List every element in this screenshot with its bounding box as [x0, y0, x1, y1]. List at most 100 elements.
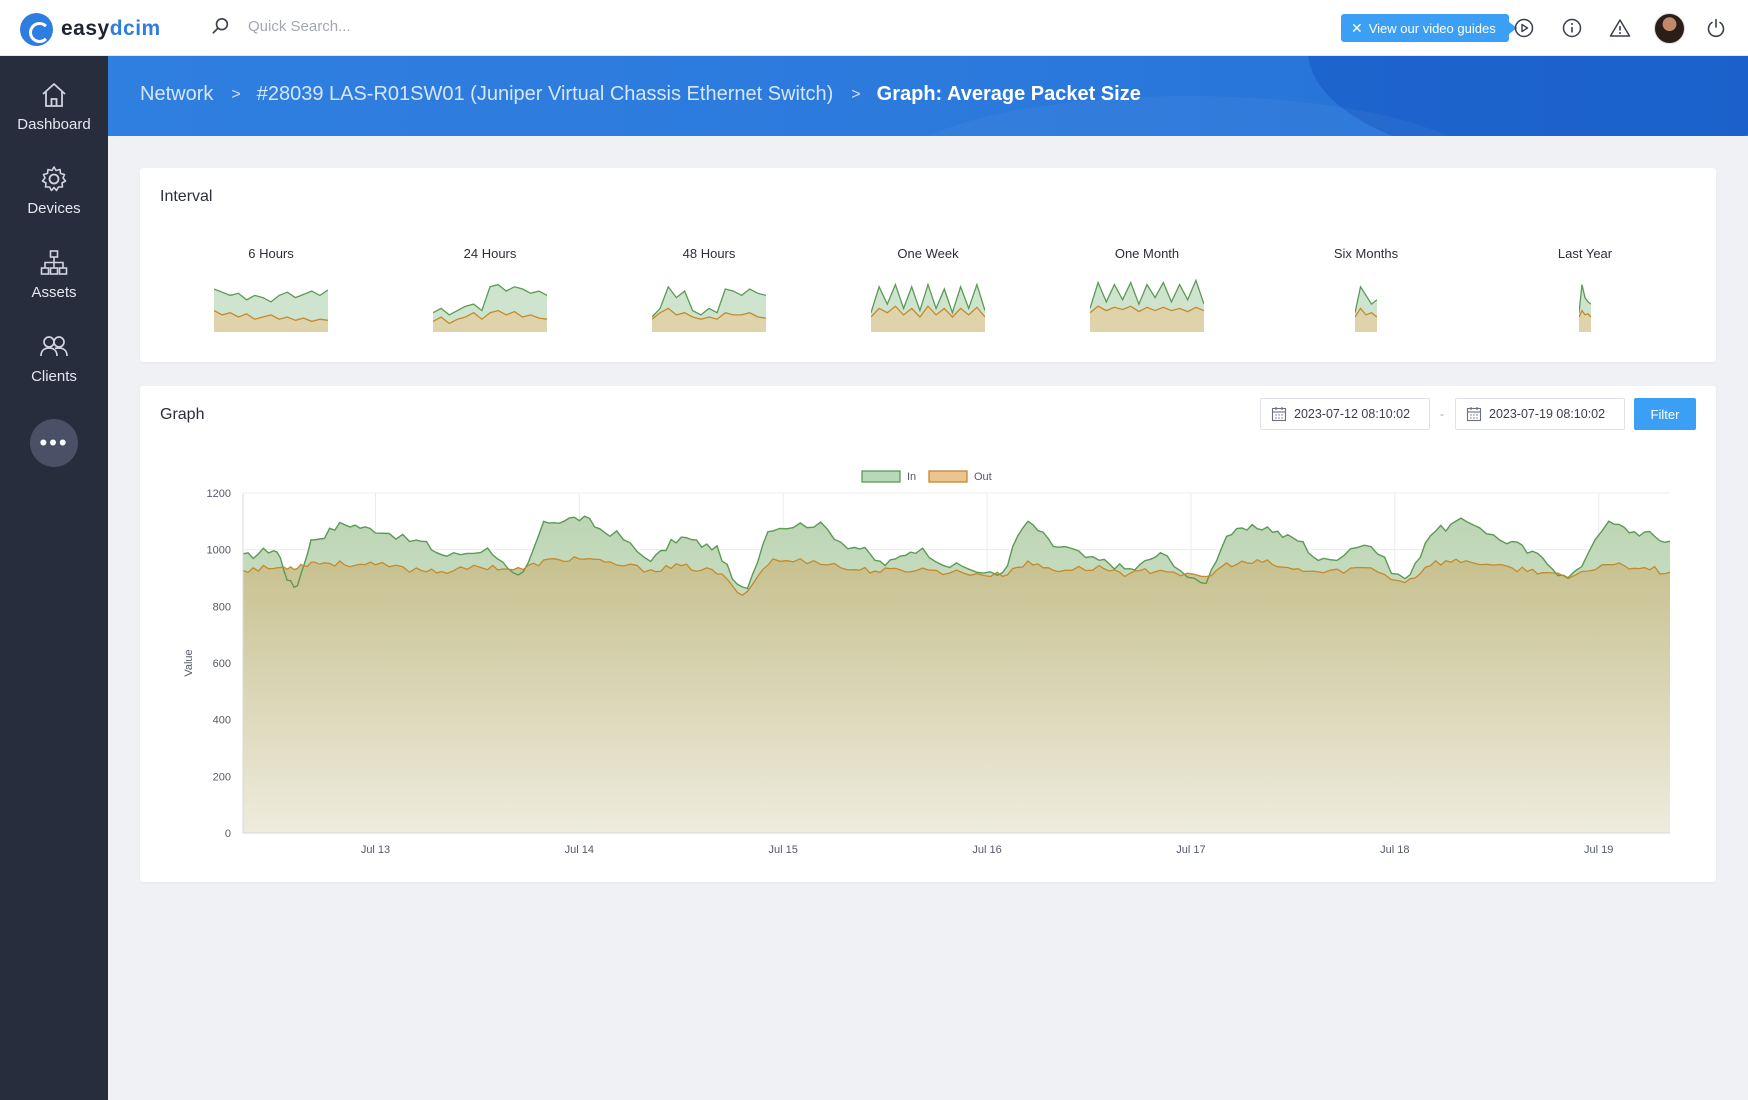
sidebar-item-assets[interactable]: Assets — [0, 248, 108, 328]
interval-option[interactable]: 24 Hours — [390, 246, 590, 261]
breadcrumb-network[interactable]: Network — [140, 83, 214, 105]
x-tick-label: Jul 13 — [361, 844, 390, 856]
sparkline-out-area — [1355, 308, 1377, 332]
chevron-right-icon: > — [231, 85, 241, 103]
legend-label[interactable]: In — [907, 471, 916, 483]
more-button[interactable]: ••• — [30, 419, 78, 467]
x-tick-label: Jul 14 — [565, 844, 594, 856]
sidebar: Dashboard Devices Assets Clients ••• — [0, 56, 108, 1100]
interval-option[interactable]: Six Months — [1266, 246, 1466, 261]
play-icon[interactable] — [1512, 16, 1536, 40]
app-name-part1: easy — [61, 17, 110, 40]
date-from-value: 2023-07-12 08:10:02 — [1294, 407, 1411, 421]
sparkline-out-area — [1090, 306, 1204, 332]
banner-decoration — [1308, 56, 1748, 136]
sidebar-item-label: Dashboard — [17, 116, 91, 133]
interval-option-label: One Month — [1114, 246, 1180, 261]
y-tick-label: 0 — [225, 828, 231, 840]
sidebar-item-label: Clients — [31, 368, 77, 385]
y-tick-label: 200 — [213, 771, 231, 783]
date-from-input[interactable]: 2023-07-12 08:10:02 — [1260, 398, 1430, 430]
sparkline-chart[interactable] — [652, 274, 766, 332]
average-packet-size-chart: 0 200 400 600 800 1000 1200 Jul 13 Jul 14 Jul 15 J… — [183, 470, 1671, 856]
sparkline-in-line — [871, 282, 985, 315]
interval-option-label: 48 Hours — [682, 246, 736, 261]
sparkline-chart[interactable] — [1090, 274, 1204, 332]
users-icon — [40, 336, 68, 357]
series-in-line — [242, 515, 1671, 590]
interval-option-label: One Week — [897, 246, 959, 261]
interval-option[interactable]: 48 Hours — [609, 246, 809, 261]
series-out-line — [242, 556, 1671, 596]
sparkline-chart[interactable] — [214, 274, 328, 332]
interval-option[interactable]: Last Year — [1485, 246, 1685, 261]
date-to-value: 2023-07-19 08:10:02 — [1489, 407, 1606, 421]
sparkline-out-line — [1579, 309, 1591, 318]
sparkline-chart[interactable] — [1355, 274, 1377, 332]
date-separator: - — [1440, 407, 1444, 421]
x-tick-label: Jul 19 — [1584, 844, 1613, 856]
legend-swatch-out[interactable] — [928, 470, 968, 483]
breadcrumb: Network > #28039 LAS-R01SW01 (Juniper Vi… — [140, 83, 1141, 106]
sparkline-out-area — [433, 310, 547, 332]
interval-option-label: 24 Hours — [463, 246, 517, 261]
app-name-part2: dcim — [109, 17, 161, 40]
sparkline-chart[interactable] — [1579, 274, 1591, 332]
legend-label[interactable]: Out — [974, 471, 992, 483]
power-icon[interactable] — [1704, 16, 1728, 40]
interval-option[interactable]: One Month — [1047, 246, 1247, 261]
sparkline-out-area — [1579, 310, 1591, 332]
search-bar — [212, 17, 508, 35]
interval-option-label: Last Year — [1557, 246, 1613, 261]
logo[interactable]: easydcim — [20, 12, 161, 46]
breadcrumb-device[interactable]: #28039 LAS-R01SW01 (Juniper Virtual Chas… — [256, 83, 834, 105]
filter-button[interactable]: Filter — [1634, 398, 1696, 430]
graph-title: Graph — [160, 406, 205, 423]
search-icon[interactable] — [212, 17, 230, 35]
calendar-icon — [1466, 407, 1482, 422]
home-icon — [42, 83, 66, 107]
sparkline-out-line — [1355, 307, 1377, 318]
sparkline-chart[interactable] — [433, 274, 547, 332]
close-icon[interactable]: ✕ — [1351, 19, 1363, 36]
graph-card: 0 200 400 600 800 1000 1200 Jul 13 Jul 14 Jul 15 J… — [140, 386, 1716, 882]
sparkline-in-line — [1090, 278, 1204, 309]
x-tick-label: Jul 15 — [769, 844, 798, 856]
calendar-icon — [1271, 407, 1287, 422]
legend-swatch-in[interactable] — [861, 470, 901, 483]
breadcrumb-current: Graph: Average Packet Size — [876, 83, 1141, 105]
sparkline-out-line — [214, 310, 328, 323]
x-tick-label: Jul 18 — [1380, 844, 1409, 856]
warning-icon[interactable] — [1608, 16, 1632, 40]
sidebar-item-label: Devices — [27, 200, 81, 217]
date-to-input[interactable]: 2023-07-19 08:10:02 — [1455, 398, 1625, 430]
top-bar: easydcim ✕ View our video guides — [0, 0, 1748, 56]
interval-option[interactable]: 6 Hours — [171, 246, 371, 261]
chevron-right-icon: > — [851, 85, 861, 103]
sparkline-in-line — [1355, 285, 1377, 313]
sparkline-out-line — [1090, 305, 1204, 314]
x-tick-label: Jul 17 — [1176, 844, 1205, 856]
sidebar-item-dashboard[interactable]: Dashboard — [0, 80, 108, 160]
video-guides-button[interactable]: ✕ View our video guides — [1341, 14, 1517, 42]
gear-icon — [41, 166, 67, 192]
sitemap-icon — [40, 250, 68, 275]
sparkline-in-line — [652, 285, 766, 318]
sparkline-in-line — [1579, 284, 1591, 313]
sparkline-out-line — [652, 307, 766, 320]
interval-option[interactable]: One Week — [828, 246, 1028, 261]
breadcrumb-banner: Network > #28039 LAS-R01SW01 (Juniper Vi… — [108, 56, 1748, 136]
sparkline-chart[interactable] — [871, 274, 985, 332]
sidebar-item-devices[interactable]: Devices — [0, 164, 108, 244]
series-out-area — [243, 556, 1670, 833]
info-icon[interactable] — [1560, 16, 1584, 40]
avatar[interactable] — [1654, 13, 1685, 44]
sparkline-out-line — [871, 305, 985, 319]
interval-title: Interval — [160, 188, 213, 205]
search-input[interactable] — [248, 17, 508, 35]
more-icon: ••• — [39, 430, 69, 455]
x-tick-label: Jul 16 — [972, 844, 1001, 856]
sparkline-out-area — [871, 306, 985, 332]
sparkline-in-line — [214, 288, 328, 303]
sidebar-item-clients[interactable]: Clients — [0, 332, 108, 412]
